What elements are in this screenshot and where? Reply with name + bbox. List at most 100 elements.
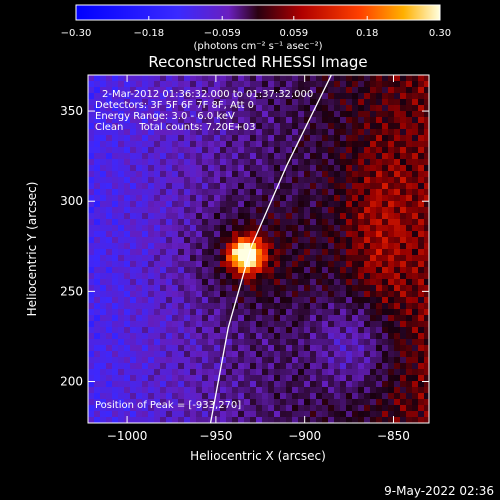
heatmap-pixel xyxy=(130,351,137,358)
heatmap-pixel xyxy=(166,183,173,190)
heatmap-pixel xyxy=(220,297,227,304)
heatmap-pixel xyxy=(154,405,161,412)
heatmap-pixel xyxy=(124,261,131,268)
heatmap-pixel xyxy=(232,357,239,364)
heatmap-pixel xyxy=(226,207,233,214)
heatmap-pixel xyxy=(286,225,293,232)
heatmap-pixel xyxy=(190,141,197,148)
heatmap-pixel xyxy=(376,393,383,400)
heatmap-pixel xyxy=(142,417,149,423)
heatmap-pixel xyxy=(196,117,203,124)
heatmap-pixel xyxy=(160,399,167,406)
heatmap-pixel xyxy=(358,93,365,100)
heatmap-pixel xyxy=(118,219,125,226)
heatmap-pixel xyxy=(304,315,311,322)
heatmap-pixel xyxy=(400,321,407,328)
heatmap-pixel xyxy=(88,99,95,106)
heatmap-pixel xyxy=(220,387,227,394)
heatmap-pixel xyxy=(112,417,119,423)
heatmap-pixel xyxy=(346,327,353,334)
heatmap-pixel xyxy=(256,411,263,418)
heatmap-pixel xyxy=(106,111,113,118)
heatmap-pixel xyxy=(148,381,155,388)
heatmap-pixel xyxy=(178,393,185,400)
heatmap-pixel xyxy=(346,105,353,112)
heatmap-pixel xyxy=(118,273,125,280)
heatmap-pixel xyxy=(352,243,359,250)
heatmap-pixel xyxy=(250,123,257,130)
heatmap-pixel xyxy=(178,411,185,418)
heatmap-pixel xyxy=(202,279,209,286)
heatmap-pixel xyxy=(244,195,251,202)
heatmap-pixel xyxy=(418,147,425,154)
heatmap-pixel xyxy=(382,207,389,214)
heatmap-pixel xyxy=(124,255,131,262)
heatmap-pixel xyxy=(160,99,167,106)
heatmap-pixel xyxy=(262,411,269,418)
heatmap-pixel xyxy=(118,351,125,358)
heatmap-pixel xyxy=(130,135,137,142)
heatmap-pixel xyxy=(358,123,365,130)
heatmap-pixel xyxy=(136,177,143,184)
heatmap-pixel xyxy=(364,387,371,394)
heatmap-pixel xyxy=(232,279,239,286)
heatmap-pixel xyxy=(322,297,329,304)
heatmap-pixel xyxy=(274,345,281,352)
heatmap-pixel xyxy=(208,387,215,394)
heatmap-pixel xyxy=(280,399,287,406)
heatmap-pixel xyxy=(136,291,143,298)
heatmap-pixel xyxy=(316,393,323,400)
heatmap-pixel xyxy=(412,129,419,136)
heatmap-pixel xyxy=(130,345,137,352)
heatmap-pixel xyxy=(316,279,323,286)
heatmap-pixel xyxy=(250,111,257,118)
heatmap-pixel xyxy=(418,363,425,370)
heatmap-pixel xyxy=(202,393,209,400)
heatmap-pixel xyxy=(130,231,137,238)
heatmap-pixel xyxy=(394,417,401,423)
heatmap-pixel xyxy=(340,399,347,406)
heatmap-pixel xyxy=(112,303,119,310)
heatmap-pixel xyxy=(262,357,269,364)
heatmap-pixel xyxy=(196,309,203,316)
heatmap-pixel xyxy=(352,225,359,232)
heatmap-pixel xyxy=(292,399,299,406)
heatmap-pixel xyxy=(334,267,341,274)
heatmap-pixel xyxy=(100,249,107,256)
heatmap-pixel xyxy=(328,111,335,118)
heatmap-pixel xyxy=(178,255,185,262)
heatmap-pixel xyxy=(328,225,335,232)
heatmap-pixel xyxy=(412,195,419,202)
heatmap-pixel xyxy=(376,237,383,244)
heatmap-pixel xyxy=(316,381,323,388)
heatmap-pixel xyxy=(166,411,173,418)
heatmap-pixel xyxy=(184,315,191,322)
heatmap-pixel xyxy=(280,177,287,184)
heatmap-pixel xyxy=(292,351,299,358)
heatmap-pixel xyxy=(196,225,203,232)
heatmap-pixel xyxy=(370,225,377,232)
heatmap-pixel xyxy=(94,177,101,184)
heatmap-pixel xyxy=(298,141,305,148)
heatmap-pixel xyxy=(400,135,407,142)
heatmap-pixel xyxy=(358,321,365,328)
heatmap-pixel xyxy=(184,249,191,256)
heatmap-pixel xyxy=(358,333,365,340)
heatmap-pixel xyxy=(412,183,419,190)
heatmap-pixel xyxy=(412,219,419,226)
heatmap-pixel xyxy=(394,279,401,286)
heatmap-pixel xyxy=(292,177,299,184)
heatmap-pixel xyxy=(256,165,263,172)
heatmap-pixel xyxy=(148,267,155,274)
heatmap-pixel xyxy=(148,261,155,268)
heatmap-pixel xyxy=(388,93,395,100)
heatmap-pixel xyxy=(292,231,299,238)
heatmap-pixel xyxy=(304,195,311,202)
heatmap-pixel xyxy=(400,129,407,136)
heatmap-pixel xyxy=(268,369,275,376)
heatmap-pixel xyxy=(268,309,275,316)
heatmap-pixel xyxy=(232,363,239,370)
heatmap-pixel xyxy=(142,387,149,394)
heatmap-pixel xyxy=(196,195,203,202)
heatmap-pixel xyxy=(256,279,263,286)
